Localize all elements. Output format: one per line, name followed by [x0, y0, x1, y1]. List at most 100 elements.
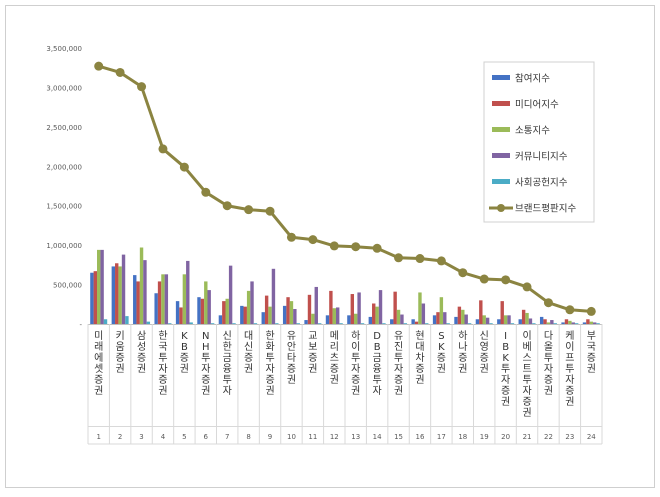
line-point-2 [115, 67, 125, 77]
rank-label-3: 3 [139, 433, 143, 441]
bar-2-3 [136, 281, 140, 324]
rank-label-2: 2 [118, 433, 122, 441]
bar-5-21 [532, 323, 536, 324]
bar-3-24 [589, 321, 593, 324]
bar-4-14 [378, 290, 383, 324]
line-point-16 [415, 254, 425, 264]
bar-3-10 [289, 301, 294, 324]
bar-1-19 [475, 319, 480, 324]
rank-label-17: 17 [437, 433, 446, 441]
legend-marker [497, 204, 505, 212]
bar-3-3 [139, 247, 144, 324]
bar-5-15 [403, 323, 408, 324]
line-point-10 [286, 232, 296, 242]
bar-4-12 [335, 307, 340, 324]
bar-4-24 [592, 322, 597, 324]
bar-4-3 [143, 260, 147, 324]
bar-4-13 [357, 292, 361, 324]
bar-2-13 [350, 294, 355, 324]
bar-5-6 [210, 323, 215, 324]
bar-2-24 [586, 319, 590, 324]
bar-2-1 [93, 271, 98, 324]
bar-1-4 [154, 293, 158, 324]
bar-3-16 [418, 292, 422, 324]
line-point-7 [222, 201, 232, 211]
bar-3-2 [118, 266, 122, 324]
bar-1-20 [497, 319, 501, 324]
rank-label-10: 10 [287, 433, 296, 441]
bar-5-16 [425, 323, 429, 324]
bar-5-12 [339, 323, 343, 324]
bar-5-13 [360, 323, 365, 324]
line-point-23 [565, 305, 575, 315]
y-tick-label: 2,500,000 [46, 124, 82, 132]
bar-3-4 [161, 274, 165, 324]
bar-3-17 [439, 297, 444, 324]
bar-3-7 [225, 298, 229, 324]
rank-label-6: 6 [204, 433, 209, 441]
bar-2-10 [286, 297, 290, 324]
rank-label-1: 1 [96, 433, 100, 441]
bar-5-23 [574, 323, 579, 324]
bar-5-7 [232, 323, 236, 324]
y-tick-label: 1,000,000 [46, 242, 82, 250]
bar-2-15 [393, 291, 397, 324]
bar-3-22 [546, 322, 551, 324]
y-tick-label: 500,000 [53, 282, 82, 290]
bar-5-22 [553, 323, 557, 324]
bar-2-20 [500, 301, 504, 324]
rank-label-24: 24 [587, 433, 596, 441]
line-point-1 [94, 61, 104, 71]
rank-label-5: 5 [182, 433, 186, 441]
bar-4-16 [421, 303, 426, 324]
bar-4-9 [271, 268, 276, 324]
bar-2-12 [329, 290, 333, 324]
bar-2-19 [479, 300, 483, 324]
bar-5-2 [125, 316, 129, 324]
bar-5-1 [103, 319, 108, 324]
bar-1-24 [582, 322, 587, 324]
rank-label-15: 15 [394, 433, 403, 441]
bar-1-9 [261, 312, 265, 324]
bar-1-14 [368, 316, 373, 324]
bar-4-20 [507, 315, 511, 324]
line-point-24 [586, 306, 596, 316]
legend-swatch-1 [492, 75, 510, 80]
legend-label-6: 브랜드평판지수 [515, 204, 576, 215]
bar-1-11 [304, 320, 308, 324]
bar-3-21 [525, 312, 529, 324]
bar-5-18 [467, 323, 472, 324]
legend-label-1: 참여지수 [515, 73, 550, 85]
legend-label-2: 미디어지수 [515, 100, 559, 111]
line-point-12 [329, 241, 339, 251]
bar-4-2 [121, 254, 126, 324]
y-tick-label: - [79, 321, 82, 329]
bar-2-22 [543, 319, 547, 324]
bar-5-14 [382, 323, 386, 324]
bar-1-17 [432, 315, 437, 324]
bar-3-12 [332, 308, 336, 324]
y-tick-label: 2,000,000 [46, 163, 82, 171]
bar-2-11 [307, 294, 312, 324]
rank-label-20: 20 [501, 433, 510, 441]
y-tick-label: 3,000,000 [46, 84, 82, 92]
line-point-20 [501, 275, 511, 285]
bar-5-8 [253, 323, 258, 324]
bar-2-23 [564, 319, 569, 324]
bar-1-8 [240, 305, 244, 324]
line-point-15 [394, 253, 404, 263]
legend-swatch-3 [492, 127, 510, 132]
bar-3-15 [396, 309, 401, 324]
bar-5-4 [168, 323, 172, 324]
bar-2-17 [436, 312, 440, 324]
rank-label-4: 4 [161, 433, 166, 441]
